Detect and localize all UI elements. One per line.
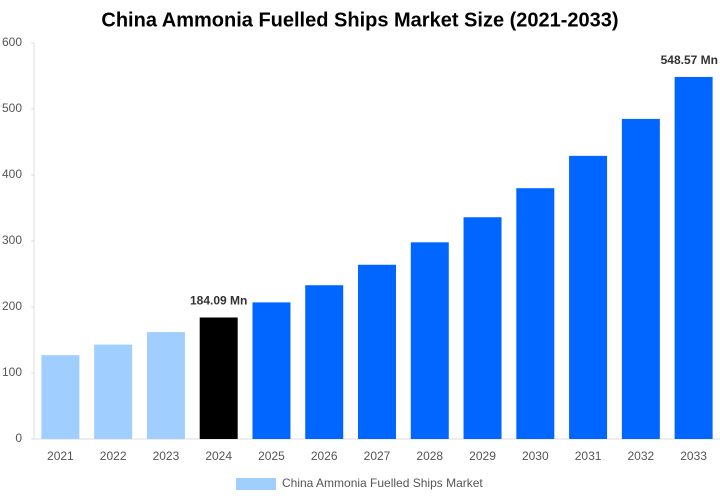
bar bbox=[146, 332, 185, 439]
legend-label: China Ammonia Fuelled Ships Market bbox=[282, 476, 483, 490]
x-tick-label: 2033 bbox=[680, 449, 707, 463]
value-label: 184.09 Mn bbox=[190, 294, 247, 308]
x-tick-label: 2025 bbox=[258, 449, 285, 463]
legend-swatch bbox=[236, 478, 276, 490]
bar bbox=[41, 355, 80, 439]
y-tick-label: 600 bbox=[2, 35, 22, 49]
bar bbox=[463, 217, 502, 439]
x-tick-label: 2022 bbox=[100, 449, 127, 463]
x-tick-label: 2032 bbox=[627, 449, 654, 463]
x-tick-label: 2031 bbox=[575, 449, 602, 463]
bar bbox=[199, 317, 238, 439]
x-tick-label: 2029 bbox=[469, 449, 496, 463]
y-tick-label: 0 bbox=[15, 431, 22, 445]
bar bbox=[94, 344, 133, 439]
bar bbox=[410, 242, 449, 439]
x-tick-label: 2021 bbox=[47, 449, 74, 463]
x-tick-label: 2028 bbox=[416, 449, 443, 463]
bar bbox=[305, 285, 344, 439]
bar bbox=[621, 118, 660, 440]
bar bbox=[358, 264, 396, 439]
x-tick-label: 2030 bbox=[522, 449, 549, 463]
y-tick-label: 200 bbox=[2, 299, 22, 313]
x-tick-label: 2024 bbox=[205, 449, 232, 463]
bar bbox=[674, 76, 713, 440]
chart-title: China Ammonia Fuelled Ships Market Size … bbox=[101, 9, 618, 31]
value-label: 548.57 Mn bbox=[661, 53, 718, 67]
y-tick-label: 100 bbox=[2, 365, 22, 379]
bar bbox=[252, 302, 291, 439]
y-tick-label: 400 bbox=[2, 167, 22, 181]
x-tick-label: 2026 bbox=[311, 449, 338, 463]
x-tick-label: 2027 bbox=[364, 449, 391, 463]
x-tick-label: 2023 bbox=[153, 449, 180, 463]
y-tick-label: 500 bbox=[2, 101, 22, 115]
y-tick-label: 300 bbox=[2, 233, 22, 247]
bar bbox=[569, 155, 608, 440]
bar bbox=[516, 188, 555, 439]
